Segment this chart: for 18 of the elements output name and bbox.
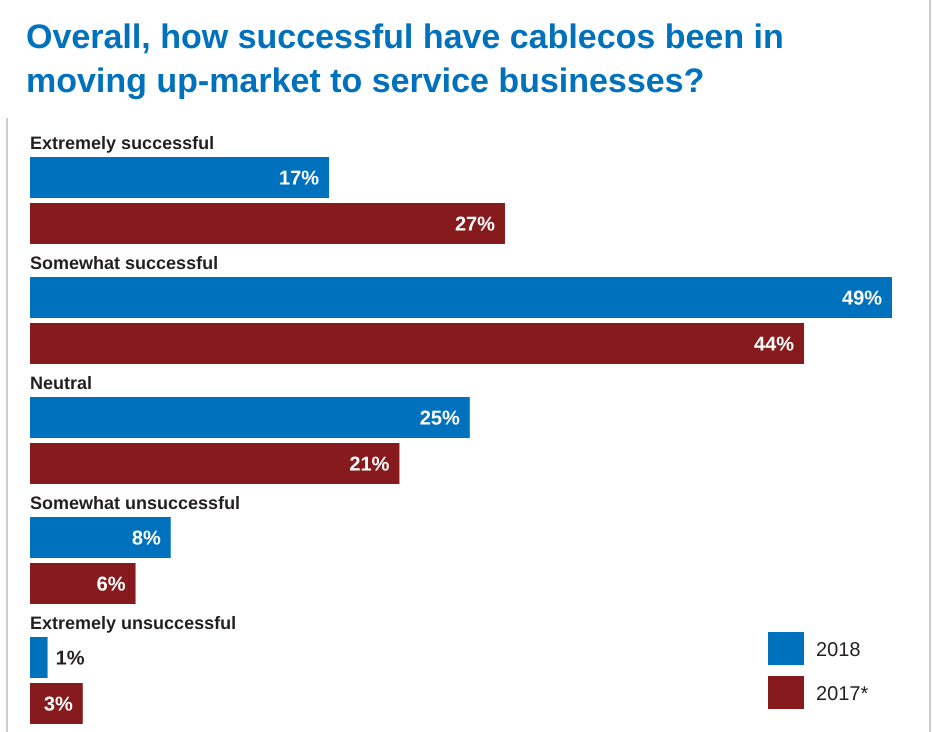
y-tick-label: Somewhat unsuccessful (30, 493, 240, 513)
y-tick-label: Extremely successful (30, 133, 214, 153)
y-tick-label: Somewhat successful (30, 253, 218, 273)
data-label: 3% (44, 694, 73, 716)
data-label: 1% (56, 648, 85, 670)
data-label: 17% (279, 168, 320, 190)
data-label: 21% (349, 454, 390, 476)
data-label: 44% (754, 334, 794, 356)
data-label: 6% (96, 574, 126, 596)
y-tick-label: Extremely unsuccessful (30, 613, 236, 633)
data-label: 27% (454, 214, 496, 236)
legend-label: 2017* (816, 683, 868, 705)
data-label: 49% (842, 288, 882, 310)
data-label: 8% (132, 528, 161, 550)
data-label: 25% (420, 408, 460, 430)
y-tick-label: Neutral (30, 373, 92, 393)
legend-label: 2018 (816, 639, 860, 661)
chart-title: Overall, how successful have cablecos been in moving up-market to service businesses? (26, 18, 784, 100)
